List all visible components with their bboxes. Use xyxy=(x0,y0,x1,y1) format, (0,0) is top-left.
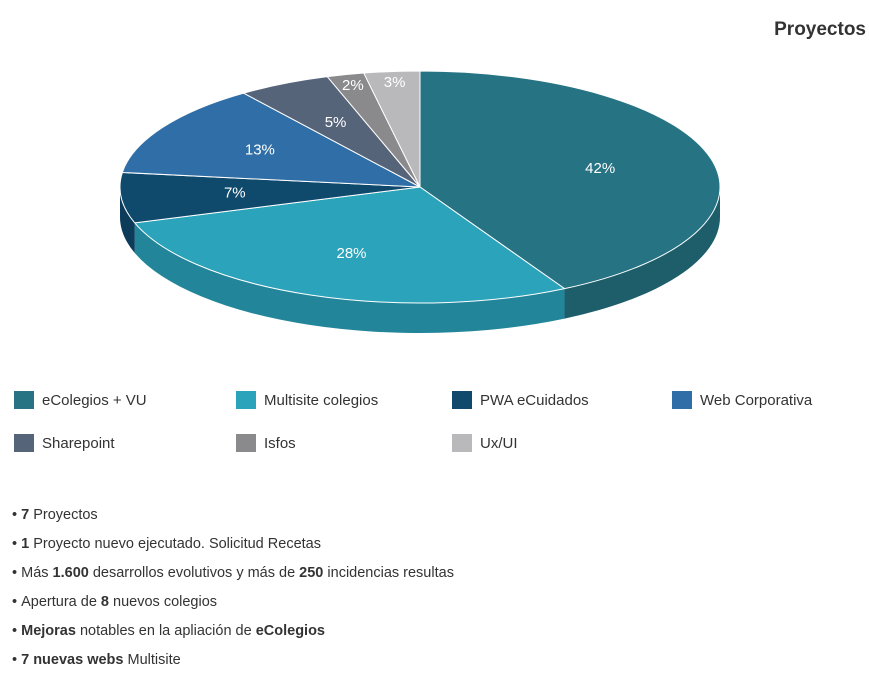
legend-label: PWA eCuidados xyxy=(480,392,589,409)
legend-swatch xyxy=(672,391,692,409)
slice-label: 2% xyxy=(342,77,364,94)
legend-label: Ux/UI xyxy=(480,435,518,452)
bullet-text: Proyectos xyxy=(29,507,98,523)
bullet-text: nuevos colegios xyxy=(109,594,218,610)
slice-top xyxy=(133,186,566,304)
slice xyxy=(419,70,721,319)
bullet-text: eColegios xyxy=(255,623,325,639)
slice-side xyxy=(564,187,720,319)
legend-swatch xyxy=(236,434,256,452)
slice xyxy=(133,186,566,334)
bullet-text: incidencias resultas xyxy=(323,565,454,581)
slice-side-shade xyxy=(134,222,565,334)
slice-side-shade xyxy=(120,187,135,253)
slice-label: 7% xyxy=(224,185,246,202)
legend-swatch xyxy=(14,391,34,409)
chart-title: Proyectos xyxy=(774,19,866,40)
legend-swatch xyxy=(452,391,472,409)
slice-side xyxy=(120,187,135,253)
legend-label: eColegios + VU xyxy=(42,392,147,409)
slice-label: 5% xyxy=(325,114,347,131)
slice-top xyxy=(419,70,721,290)
slice-side-shade xyxy=(564,187,720,319)
legend-label: Multisite colegios xyxy=(264,392,378,409)
bullet-text: Mejoras xyxy=(21,623,76,639)
slice xyxy=(363,70,421,188)
slice-label: 13% xyxy=(245,141,275,158)
bullet-item: 7 Proyectos xyxy=(12,503,454,532)
slice-side xyxy=(134,222,565,334)
bullet-text: Multisite xyxy=(123,652,181,668)
slice-label: 3% xyxy=(384,74,406,91)
bullet-text: Apertura de xyxy=(21,594,101,610)
bullet-text: Más xyxy=(21,565,53,581)
legend-swatch xyxy=(14,434,34,452)
chart: Proyectos 42% 28% 7% 13% 5% 2% 3% eColegios + V… xyxy=(14,19,866,452)
slice-top xyxy=(121,92,421,188)
slice-top xyxy=(363,70,421,188)
slice xyxy=(119,171,421,253)
bullet-text: 7 xyxy=(21,507,30,523)
bullet-text: 8 xyxy=(100,594,109,610)
slice-top xyxy=(119,171,421,224)
slice xyxy=(121,92,421,188)
bullet-text: desarrollos evolutivos y más de xyxy=(88,565,300,581)
bullet-text: 1.600 xyxy=(52,565,89,581)
bullet-list: 7 Proyectos1 Proyecto nuevo ejecutado. S… xyxy=(12,503,454,677)
slice-label: 28% xyxy=(337,245,367,262)
bullet-text: 250 xyxy=(299,565,324,581)
legend-label: Web Corporativa xyxy=(700,392,813,409)
bullet-text: Proyecto nuevo ejecutado. Solicitud Rece… xyxy=(29,536,321,552)
legend-label: Sharepoint xyxy=(42,435,115,452)
legend-swatch xyxy=(452,434,472,452)
bullet-text: notables en la apliación de xyxy=(75,623,256,639)
bullet-item: 1 Proyecto nuevo ejecutado. Solicitud Re… xyxy=(12,532,454,561)
legend-label: Isfos xyxy=(264,435,296,452)
bullet-text: 1 xyxy=(21,536,30,552)
slice-label: 42% xyxy=(585,160,615,177)
bullet-item: Apertura de 8 nuevos colegios xyxy=(12,590,454,619)
legend-swatch xyxy=(236,391,256,409)
bullet-item: Más 1.600 desarrollos evolutivos y más d… xyxy=(12,561,454,590)
bullet-item: 7 nuevas webs Multisite xyxy=(12,648,454,677)
bullet-item: Mejoras notables en la apliación de eCol… xyxy=(12,619,454,648)
bullet-text: 7 nuevas webs xyxy=(21,652,124,668)
